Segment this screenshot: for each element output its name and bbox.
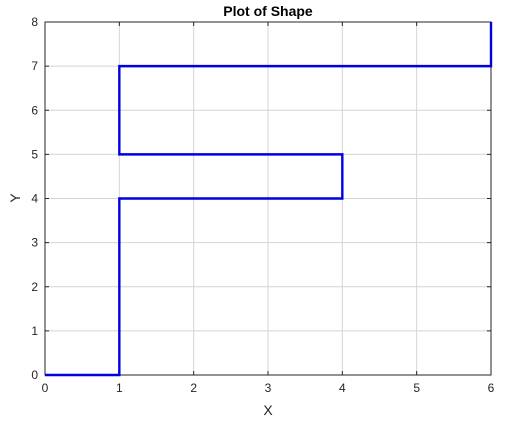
x-tick-label: 2 bbox=[190, 381, 197, 395]
series-line bbox=[45, 22, 493, 377]
series-layer bbox=[45, 22, 493, 377]
x-tick-label: 0 bbox=[42, 381, 49, 395]
y-tick-label: 2 bbox=[31, 280, 38, 294]
y-tick-label: 0 bbox=[31, 368, 38, 382]
x-tick-label: 4 bbox=[339, 381, 346, 395]
y-tick-label: 7 bbox=[31, 59, 38, 73]
axis-ticks: 0 1 2 3 4 5 6 0 1 2 3 4 5 6 7 8 bbox=[31, 15, 494, 395]
x-tick-label: 5 bbox=[413, 381, 420, 395]
chart-title: Plot of Shape bbox=[223, 3, 313, 19]
y-tick-label: 4 bbox=[31, 192, 38, 206]
y-tick-label: 8 bbox=[31, 15, 38, 29]
y-axis-label: Y bbox=[7, 193, 23, 203]
x-tick-label: 3 bbox=[265, 381, 272, 395]
x-axis-label: X bbox=[263, 402, 273, 418]
y-tick-label: 6 bbox=[31, 103, 38, 117]
x-tick-label: 6 bbox=[488, 381, 495, 395]
y-tick-label: 3 bbox=[31, 236, 38, 250]
y-tick-label: 5 bbox=[31, 147, 38, 161]
y-tick-label: 1 bbox=[31, 324, 38, 338]
x-tick-label: 1 bbox=[116, 381, 123, 395]
